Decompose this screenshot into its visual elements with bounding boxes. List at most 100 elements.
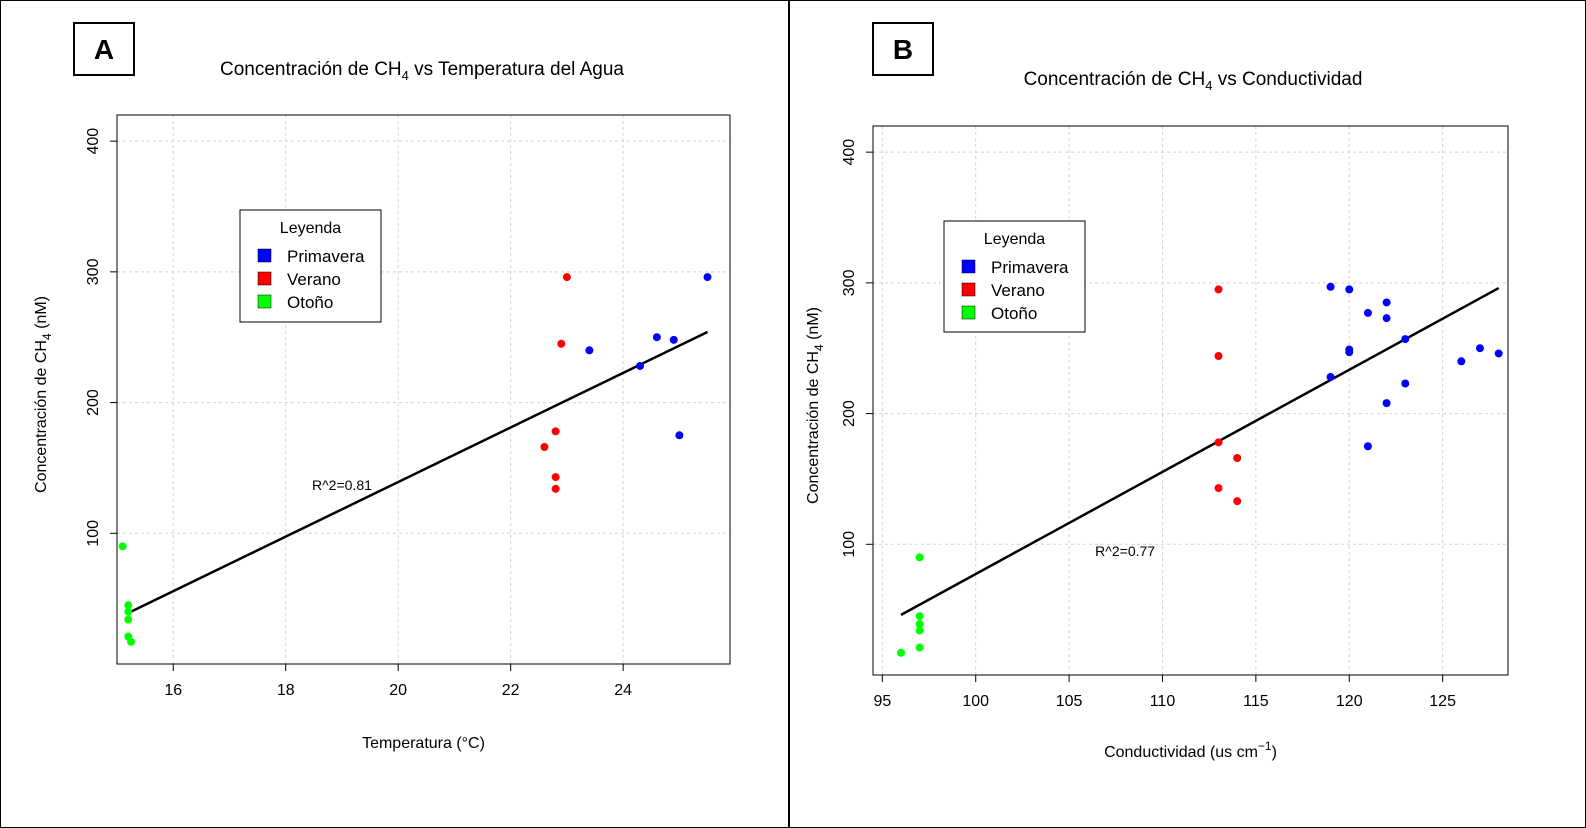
data-point-verano (1214, 285, 1223, 294)
data-point-otoño (915, 553, 924, 562)
data-point-primavera (1326, 282, 1335, 291)
legend-label-otoño: Otoño (287, 293, 333, 312)
x-axis-title-text: Conductividad (us cm (1104, 744, 1258, 761)
data-point-primavera (1363, 308, 1372, 317)
x-tick-label: 105 (1056, 693, 1083, 710)
data-point-verano (1233, 497, 1242, 506)
plot-frame (116, 114, 731, 665)
data-point-verano (1214, 352, 1223, 361)
x-tick-label: 100 (962, 693, 989, 710)
data-point-verano (1233, 454, 1242, 463)
y-axis-title-end: (nM) (805, 307, 822, 344)
x-axis-title-text: Temperatura (°C) (362, 735, 485, 752)
legend-label-otoño: Otoño (991, 304, 1037, 323)
legend-title: Leyenda (280, 220, 341, 237)
x-tick-label: 22 (502, 682, 520, 699)
data-point-primavera (675, 431, 684, 440)
data-point-verano (551, 484, 560, 493)
chart-title-end: vs Temperatura del Agua (409, 59, 625, 80)
chart-title: Concentración de CH4 vs Conductividad (1024, 69, 1363, 93)
panel-label-box (872, 22, 934, 76)
chart-title-subscript: 4 (402, 68, 409, 83)
data-point-primavera (1382, 314, 1391, 323)
data-point-primavera (1382, 399, 1391, 408)
data-point-primavera (1363, 442, 1372, 451)
x-tick-label: 125 (1429, 693, 1456, 710)
x-tick-label: 20 (389, 682, 407, 699)
data-point-primavera (703, 273, 712, 282)
y-axis-title-subscript: 4 (40, 333, 54, 340)
data-point-otoño (915, 620, 924, 629)
y-axis-title-text: Concentración de CH (805, 351, 822, 504)
data-point-otoño (915, 626, 924, 635)
data-point-verano (540, 443, 549, 452)
data-point-otoño (127, 637, 136, 646)
x-tick-label: 95 (873, 693, 891, 710)
y-axis-title-text: Concentración de CH (33, 340, 50, 493)
data-point-primavera (1475, 344, 1484, 353)
data-point-otoño (124, 601, 133, 610)
y-axis-title: Concentración de CH4 (nM) (33, 296, 54, 493)
x-tick-label: 18 (277, 682, 295, 699)
data-point-otoño (915, 643, 924, 652)
panel-label: A (94, 34, 114, 65)
data-point-primavera (1345, 285, 1354, 294)
panel-label-box (73, 22, 135, 76)
r-squared-annotation: R^2=0.81 (312, 477, 372, 493)
data-point-verano (557, 339, 566, 348)
panel-divider (788, 0, 790, 828)
legend-label-verano: Verano (991, 281, 1045, 300)
data-point-verano (1214, 484, 1223, 493)
regression-line (127, 330, 709, 615)
chart-title-end: vs Conductividad (1212, 69, 1362, 90)
data-point-verano (551, 473, 560, 482)
data-point-primavera (669, 335, 678, 344)
legend-swatch-otoño (961, 305, 976, 320)
y-tick-label: 400 (85, 128, 102, 155)
x-tick-label: 24 (614, 682, 632, 699)
data-point-primavera (1345, 348, 1354, 357)
y-axis-title-end: (nM) (33, 296, 50, 333)
x-tick-label: 115 (1243, 693, 1269, 710)
y-tick-label: 300 (85, 258, 102, 285)
chart-title: Concentración de CH4 vs Temperatura del … (220, 59, 624, 83)
y-tick-label: 200 (841, 400, 858, 427)
y-axis-title: Concentración de CH4 (nM) (805, 307, 826, 504)
x-tick-label: 110 (1150, 693, 1176, 710)
y-tick-label: 300 (841, 269, 858, 296)
x-axis-title-end: ) (1272, 744, 1277, 761)
data-point-verano (1214, 438, 1223, 447)
x-tick-label: 16 (164, 682, 182, 699)
legend-swatch-otoño (257, 294, 272, 309)
legend-swatch-verano (961, 282, 976, 297)
legend-title: Leyenda (984, 231, 1045, 248)
legend-label-verano: Verano (287, 270, 341, 289)
data-point-primavera (1326, 372, 1335, 381)
data-point-primavera (1457, 357, 1466, 366)
x-tick-label: 120 (1336, 693, 1363, 710)
chart-title-text: Concentración de CH (1024, 69, 1206, 90)
y-tick-label: 400 (841, 139, 858, 166)
data-point-verano (551, 427, 560, 436)
y-tick-label: 100 (85, 520, 102, 547)
data-point-otoño (124, 615, 133, 624)
legend-swatch-verano (257, 271, 272, 286)
data-point-otoño (118, 542, 127, 551)
data-point-primavera (1494, 349, 1503, 358)
legend-swatch-primavera (257, 248, 272, 263)
data-point-primavera (1382, 298, 1391, 307)
data-point-otoño (897, 648, 906, 657)
data-point-verano (562, 273, 571, 282)
chart-title-subscript: 4 (1205, 78, 1212, 93)
data-point-primavera (636, 361, 645, 370)
regression-line (900, 286, 1500, 616)
y-axis-title-subscript: 4 (812, 344, 826, 351)
r-squared-annotation: R^2=0.77 (1095, 543, 1155, 559)
y-tick-label: 200 (85, 389, 102, 416)
plot-frame (872, 125, 1509, 676)
legend-label-primavera: Primavera (287, 247, 365, 266)
x-axis-title: Conductividad (us cm−1) (1104, 739, 1277, 761)
data-point-primavera (585, 346, 594, 355)
